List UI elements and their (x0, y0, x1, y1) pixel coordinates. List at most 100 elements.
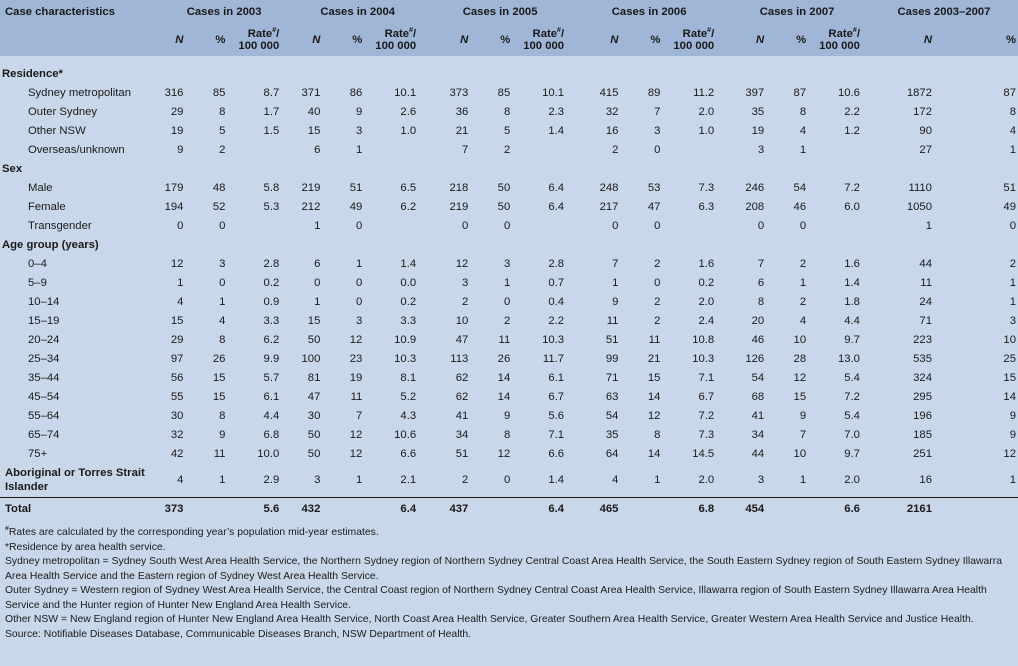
cell-percent: 7 (654, 105, 661, 118)
cell-percent: 1 (1009, 276, 1016, 289)
row-label: Sydney metropolitan (28, 86, 131, 99)
footnote-outer-sydney: Outer Sydney = Western region of Sydney … (5, 585, 987, 611)
cell-percent: 11 (498, 333, 511, 346)
cell-percent: 21 (647, 352, 661, 365)
cell-n: 9 (177, 143, 184, 156)
row-label: 20–24 (28, 333, 60, 346)
table-row: Female 194 52 5.3 212 49 6.2 219 50 6.4 217 47 6.3 20… (0, 197, 1018, 216)
cell-percent: 8 (503, 428, 511, 441)
cell-rate: 5.6 (548, 409, 565, 422)
cell-percent: 8 (219, 409, 226, 422)
cell-percent: 50 (497, 200, 511, 213)
cell-percent: 28 (793, 352, 807, 365)
cell-n: 7 (462, 143, 469, 156)
group-header-2006: Cases in 2006 (611, 6, 687, 18)
row-label: Male (28, 181, 53, 194)
cell-n: 81 (307, 371, 321, 384)
cell-n: 34 (455, 428, 469, 441)
cell-rate: 5.4 (844, 371, 860, 384)
cell-rate: 9.9 (263, 352, 280, 365)
cell-n: 44 (919, 257, 932, 270)
cell-percent (620, 497, 663, 520)
cell-rate: 2.6 (400, 105, 417, 118)
cell-rate: 1.7 (263, 105, 280, 118)
cell-percent: 0 (356, 295, 363, 308)
cell-n: 1 (314, 219, 321, 232)
cell-n: 68 (751, 390, 765, 403)
n-header: N (756, 34, 765, 46)
cell-n: 218 (449, 181, 469, 194)
table-row: 45–54 55 15 6.1 47 11 5.2 62 14 6.7 63 14 6.7 68 15 7.2… (0, 387, 1018, 406)
row-label: Transgender (28, 219, 92, 232)
cell-percent: 2 (1009, 257, 1016, 270)
cell-rate: 6.0 (844, 200, 860, 213)
row-label: 5–9 (28, 276, 47, 289)
cell-n: 212 (301, 200, 321, 213)
cell-percent: 1 (799, 474, 807, 486)
row-label: 55–64 (28, 409, 60, 422)
cell-percent: 14 (647, 447, 661, 460)
cell-rate (364, 140, 426, 159)
cell-n: 3 (462, 276, 469, 289)
table-row: Transgender 0 0 1 0 0 0 0 0 0 0 1 0 (0, 216, 1018, 235)
cell-n: 208 (745, 200, 765, 213)
cell-n: 3 (314, 474, 321, 486)
cell-percent: 8 (219, 105, 226, 118)
cell-percent: 26 (212, 352, 226, 365)
cell-rate: 6.4 (548, 200, 565, 213)
cell-rate: 5.7 (263, 371, 280, 384)
cell-n: 51 (455, 447, 469, 460)
cell-n: 55 (170, 390, 184, 403)
cell-percent: 1 (799, 143, 807, 156)
cell-n: 196 (913, 409, 932, 422)
cell-rate: 2.2 (844, 105, 860, 118)
cell-rate: 5.8 (263, 181, 280, 194)
cell-rate: 6.4 (364, 497, 427, 520)
cell-n: 40 (307, 105, 321, 118)
cell-rate: 10.3 (692, 352, 715, 365)
cell-percent: 1 (654, 474, 661, 486)
cell-n: 100 (301, 352, 321, 365)
table-row: Outer Sydney 29 8 1.7 40 9 2.6 36 8 2.3 32 7 2.0 35 8 2… (0, 102, 1018, 121)
row-label: 45–54 (28, 390, 60, 403)
cell-n: 1 (925, 219, 932, 232)
cell-percent: 12 (349, 447, 363, 460)
cell-rate: 6.1 (548, 371, 565, 384)
cell-rate: 7.1 (698, 371, 715, 384)
cell-n: 54 (751, 371, 765, 384)
cell-rate: 1.4 (548, 474, 565, 486)
cell-n: 30 (307, 409, 321, 422)
cell-n: 185 (913, 428, 932, 441)
cell-rate: 3.3 (400, 314, 417, 327)
footnote-rates: #Rates are calculated by the correspondi… (5, 525, 379, 538)
cell-n: 71 (605, 371, 619, 384)
cell-rate: 6.7 (548, 390, 565, 403)
cell-n: 36 (455, 105, 469, 118)
n-header: N (610, 34, 619, 46)
cell-n: 21 (455, 124, 469, 137)
cell-rate: 0.7 (548, 276, 565, 289)
cell-n: 64 (605, 447, 619, 460)
cell-rate: 8.7 (263, 86, 280, 99)
cell-percent: 0 (356, 219, 363, 232)
cell-n: 172 (913, 105, 932, 118)
cell-rate: 6.3 (698, 200, 715, 213)
cell-n: 295 (913, 390, 932, 403)
cell-n: 16 (919, 474, 932, 486)
cell-n: 8 (757, 295, 765, 308)
cell-n: 1 (314, 295, 321, 308)
cell-percent: 8 (503, 105, 511, 118)
group-header-2003: Cases in 2003 (186, 6, 262, 18)
rate-header: Rate#/100 000 (523, 27, 565, 52)
table-row: 35–44 56 15 5.7 81 19 8.1 62 14 6.1 71 15 7.1 54 12 5.4… (0, 368, 1018, 387)
cell-percent: 85 (212, 86, 226, 99)
cell-percent: 4 (1009, 124, 1016, 137)
cell-percent: 5 (219, 124, 226, 137)
cell-rate: 2.4 (698, 314, 715, 327)
cell-rate: 4.4 (263, 409, 280, 422)
cell-percent: 0 (503, 474, 511, 486)
cell-percent: 15 (647, 371, 661, 384)
cell-percent: 51 (1003, 181, 1016, 194)
cell-percent: 89 (647, 86, 661, 99)
